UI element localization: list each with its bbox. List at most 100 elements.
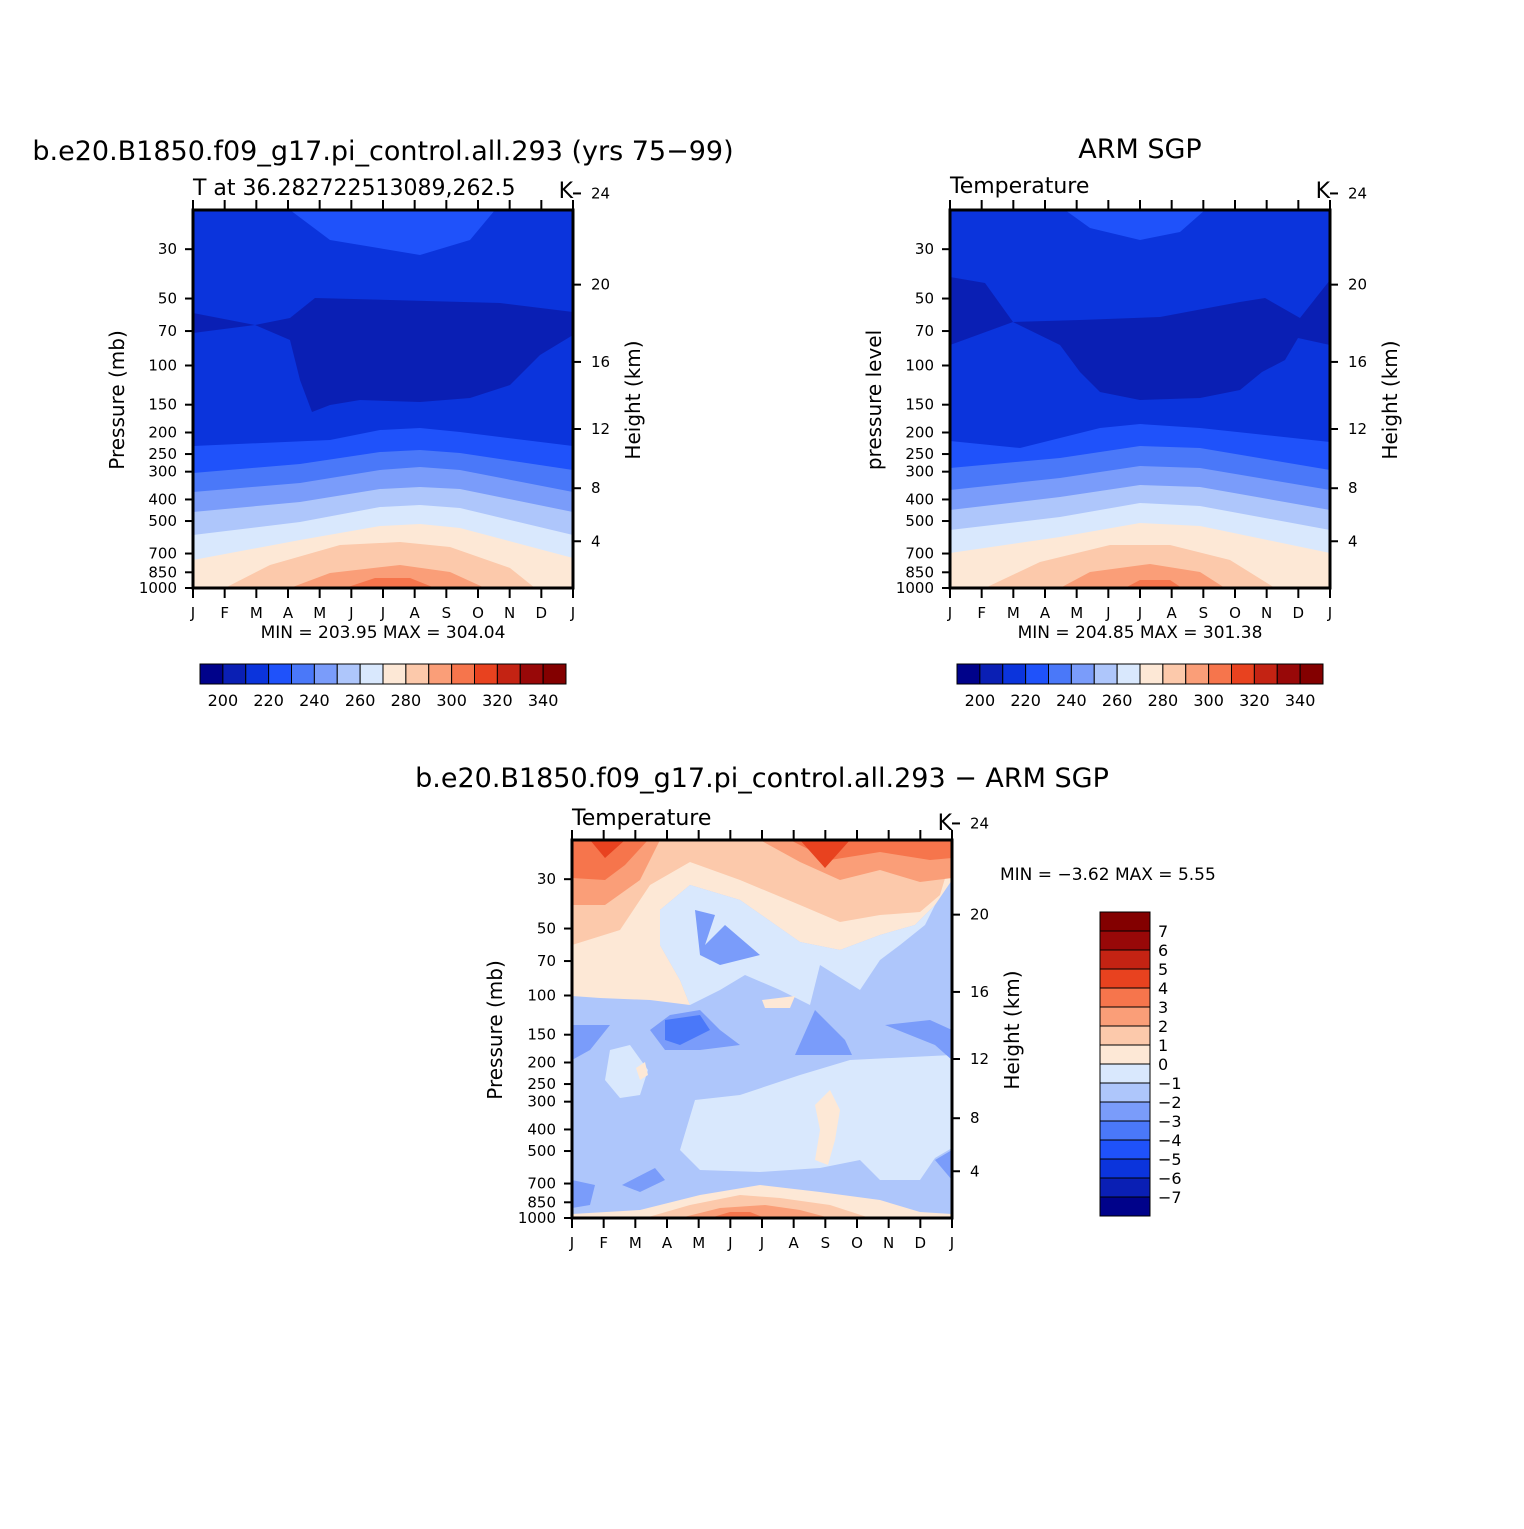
x-tick-label: J <box>190 604 195 622</box>
x-tick-label: M <box>250 604 263 622</box>
colorbar-swatch <box>1099 1177 1151 1198</box>
x-tick-label: F <box>220 604 229 622</box>
x-tick-label: J <box>569 1234 574 1252</box>
colorbar-swatch <box>1099 1101 1151 1122</box>
panel-title: b.e20.B1850.f09_g17.pi_control.all.293 −… <box>415 763 1109 794</box>
colorbar-label: 340 <box>528 691 559 710</box>
colorbar-label: −7 <box>1158 1188 1182 1207</box>
x-tick-label: J <box>348 604 353 622</box>
colorbar-swatch <box>1099 1139 1151 1160</box>
colorbar-label: 240 <box>1056 691 1087 710</box>
colorbar-label: −1 <box>1158 1074 1182 1093</box>
colorbar-label: 3 <box>1158 998 1168 1017</box>
y-right-tick-label: 20 <box>970 906 989 924</box>
y-tick-label: 300 <box>905 463 934 481</box>
y-tick-label: 500 <box>148 512 177 530</box>
y-axis-right-label: Height (km) <box>1378 340 1402 459</box>
y-tick-label: 250 <box>527 1075 556 1093</box>
contour-fill <box>193 210 573 588</box>
contour-band-minus-1 <box>605 1045 648 1098</box>
y-tick-label: 700 <box>905 545 934 563</box>
colorbar-label: 200 <box>965 691 996 710</box>
x-tick-label: F <box>599 1234 608 1252</box>
y-tick-label: 850 <box>527 1193 556 1211</box>
colorbar-swatch <box>1099 911 1151 932</box>
x-tick-label: A <box>1040 604 1051 622</box>
colorbar-swatch <box>1093 663 1118 685</box>
contour-band-minus-3 <box>695 910 760 965</box>
panel-title: ARM SGP <box>1078 134 1201 165</box>
y-tick-label: 200 <box>148 423 177 441</box>
panel-difference: b.e20.B1850.f09_g17.pi_control.all.293 −… <box>415 763 1216 1252</box>
x-tick-label: O <box>472 604 484 622</box>
y-tick-label: 300 <box>148 463 177 481</box>
x-tick-label: S <box>821 1234 831 1252</box>
colorbar-swatch <box>1208 663 1232 685</box>
colorbar-swatch <box>359 663 384 685</box>
colorbar-label: 7 <box>1158 922 1168 941</box>
colorbar-swatch <box>1253 663 1278 685</box>
min-max-label: MIN = −3.62 MAX = 5.55 <box>1000 865 1216 885</box>
x-tick-label: M <box>629 1234 642 1252</box>
y-tick-label: 500 <box>527 1142 556 1160</box>
y-tick-label: 400 <box>905 490 934 508</box>
colorbar-swatch <box>1099 987 1151 1008</box>
y-tick-label: 700 <box>148 545 177 563</box>
x-tick-label: O <box>1229 604 1241 622</box>
y-right-tick-label: 8 <box>591 479 601 497</box>
colorbar-swatch <box>474 663 498 685</box>
y-axis-label: Pressure (mb) <box>105 330 129 470</box>
y-tick-label: 200 <box>527 1053 556 1071</box>
colorbar-swatch <box>1025 663 1049 685</box>
panel-model: b.e20.B1850.f09_g17.pi_control.all.293 (… <box>32 136 733 710</box>
colorbar-swatch <box>405 663 430 685</box>
y-tick-label: 250 <box>905 445 934 463</box>
y-tick-label: 70 <box>915 322 934 340</box>
colorbar-swatch <box>1099 1044 1151 1065</box>
colorbar-swatch <box>1099 1158 1151 1179</box>
colorbar-swatch <box>336 663 361 685</box>
x-tick-label: J <box>1137 604 1142 622</box>
contour-fill <box>950 210 1330 588</box>
y-axis-label: pressure level <box>862 330 886 470</box>
y-right-tick-label: 4 <box>970 1162 980 1180</box>
colorbar: 200 220 240 260 280 300 320 340 <box>199 663 567 710</box>
x-tick-label: A <box>283 604 294 622</box>
x-tick-label: J <box>947 604 952 622</box>
contour-band-minus-3 <box>572 1025 610 1060</box>
colorbar-swatch <box>1099 968 1151 989</box>
y-right-tick-label: 24 <box>970 814 989 832</box>
contour-band-220 <box>193 298 573 412</box>
colorbar-label: 240 <box>299 691 330 710</box>
colorbar: 200 220 240 260 280 300 320 340 <box>956 663 1324 710</box>
x-tick-label: O <box>851 1234 863 1252</box>
x-tick-label: D <box>1293 604 1305 622</box>
y-right-tick-label: 8 <box>1348 479 1358 497</box>
colorbar-label: 1 <box>1158 1036 1168 1055</box>
contour-band-0 <box>636 1062 648 1080</box>
y-tick-label: 200 <box>905 423 934 441</box>
y-axis-right-label: Height (km) <box>621 340 645 459</box>
x-tick-label: J <box>1105 604 1110 622</box>
colorbar-label: 300 <box>1193 691 1224 710</box>
y-tick-label: 400 <box>148 490 177 508</box>
colorbar-label: 0 <box>1158 1055 1168 1074</box>
x-tick-label: A <box>1167 604 1178 622</box>
x-tick-label: J <box>570 604 575 622</box>
contour-band-220 <box>950 277 1330 400</box>
contour-band-minus-3 <box>795 1010 852 1055</box>
y-tick-label: 850 <box>148 563 177 581</box>
contour-band-240 <box>1065 210 1205 240</box>
x-tick-label: A <box>662 1234 673 1252</box>
contour-band-2 <box>680 1205 830 1218</box>
colorbar-swatch <box>1002 663 1027 685</box>
contour-band-minus-3 <box>885 1020 952 1060</box>
colorbar-swatch <box>268 663 292 685</box>
y-right-tick-label: 12 <box>591 420 610 438</box>
x-tick-label: M <box>692 1234 705 1252</box>
contour-band-minus-1 <box>680 1055 952 1180</box>
